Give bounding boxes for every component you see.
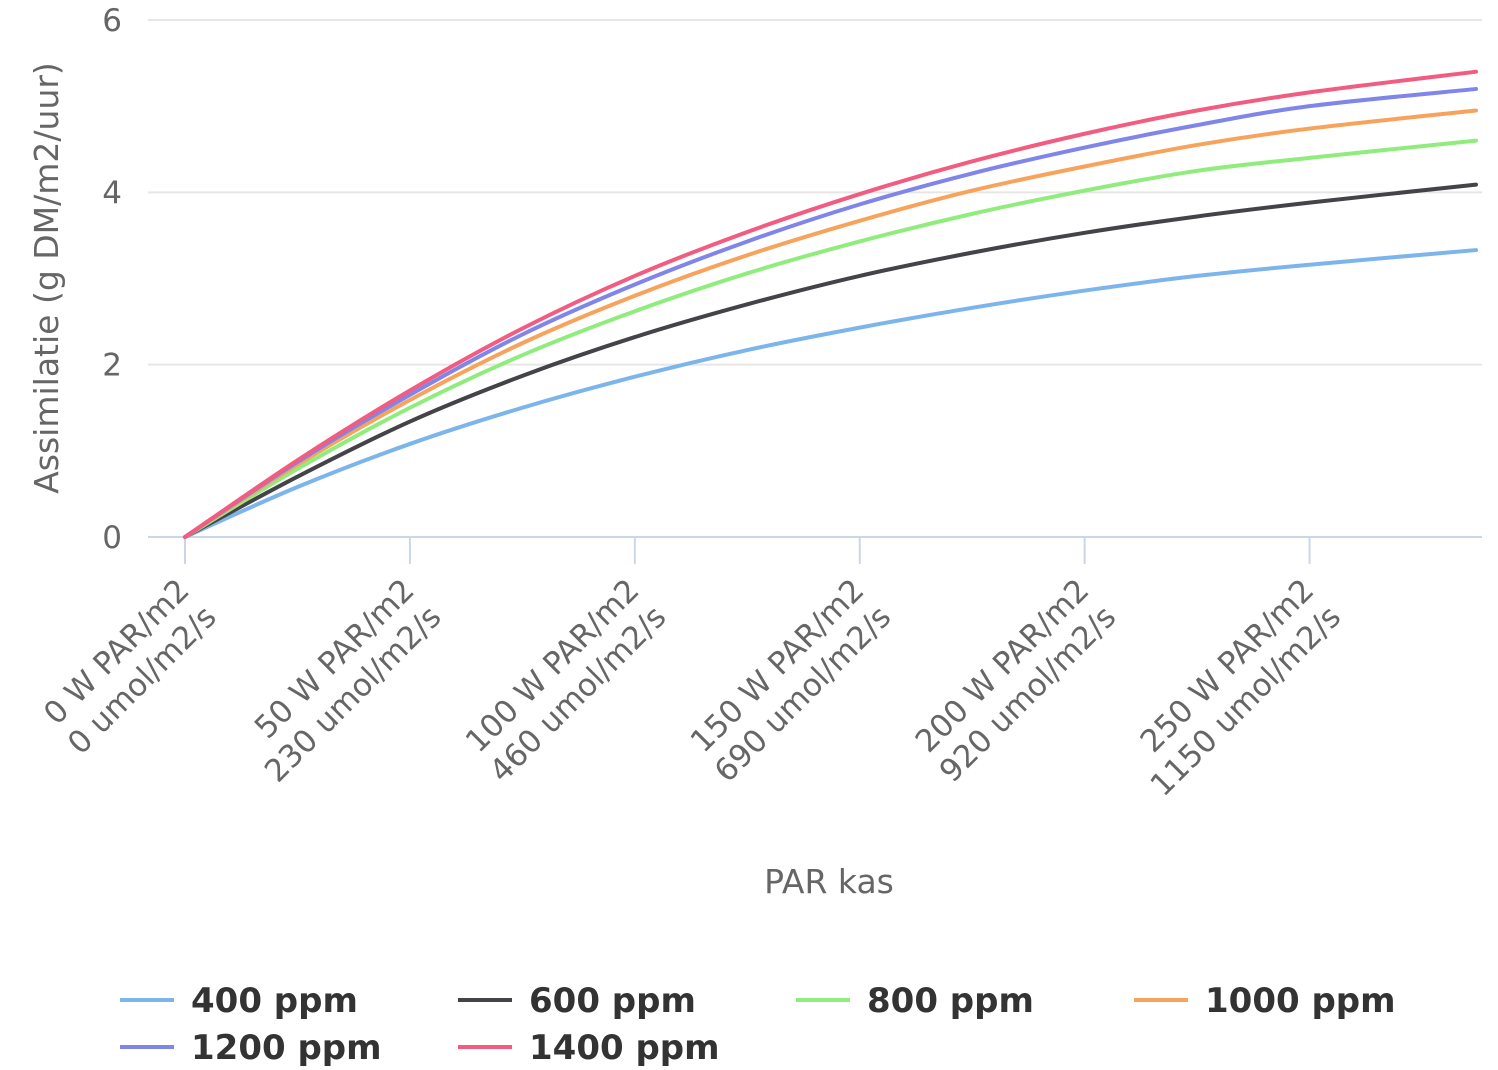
y-axis: 0 2 4 6 (102, 3, 122, 556)
legend[interactable]: 400 ppm 600 ppm 800 ppm 1000 ppm 1200 ppm 140… (120, 981, 1396, 1068)
x-tick-label: 50 W PAR/m2230 umol/m2/s (231, 572, 448, 789)
legend-item[interactable]: 400 ppm (120, 981, 358, 1021)
series-line-400-ppm[interactable] (183, 248, 1478, 539)
x-tick-label: 100 W PAR/m2460 umol/m2/s (456, 572, 673, 789)
series-line-800-ppm[interactable] (183, 138, 1478, 539)
series-line-1400-ppm[interactable] (183, 69, 1478, 539)
legend-item[interactable]: 1000 ppm (1134, 981, 1396, 1021)
legend-label: 400 ppm (191, 981, 358, 1021)
legend-item[interactable]: 600 ppm (458, 981, 696, 1021)
legend-item[interactable]: 1400 ppm (458, 1028, 720, 1068)
series-line-600-ppm[interactable] (183, 182, 1478, 539)
x-axis-title: PAR kas (764, 862, 894, 901)
grid (148, 19, 1482, 366)
legend-label: 600 ppm (529, 981, 696, 1021)
legend-item[interactable]: 1200 ppm (120, 1028, 382, 1068)
x-tick-label: 250 W PAR/m21150 umol/m2/s (1117, 572, 1348, 803)
x-tick-label: 150 W PAR/m2690 umol/m2/s (681, 572, 898, 789)
x-tick-label: 200 W PAR/m2920 umol/m2/s (906, 572, 1123, 789)
x-axis: 0 W PAR/m20 umol/m2/s 50 W PAR/m2230 umol… (34, 536, 1482, 804)
y-tick-label: 2 (102, 348, 122, 384)
legend-item[interactable]: 800 ppm (796, 981, 1034, 1021)
plot-area (183, 69, 1478, 539)
series-line-1000-ppm[interactable] (183, 108, 1478, 539)
legend-label: 1000 ppm (1205, 981, 1396, 1021)
legend-label: 1400 ppm (529, 1028, 720, 1068)
series-line-1200-ppm[interactable] (183, 86, 1478, 539)
y-tick-label: 6 (102, 3, 122, 39)
legend-label: 800 ppm (867, 981, 1034, 1021)
x-tick-label: 0 W PAR/m20 umol/m2/s (34, 572, 223, 761)
legend-label: 1200 ppm (191, 1028, 382, 1068)
y-tick-label: 0 (102, 520, 122, 556)
y-tick-label: 4 (102, 175, 122, 211)
y-axis-title: Assimilatie (g DM/m2/uur) (27, 62, 66, 494)
